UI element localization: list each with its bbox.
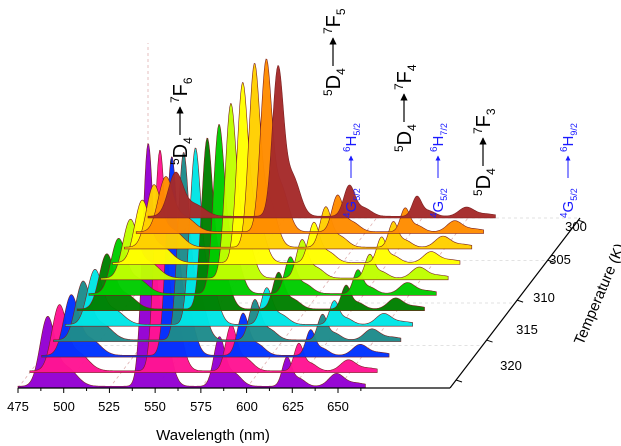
svg-text:7F5: 7F5 — [321, 8, 348, 34]
temperature-tick — [486, 339, 493, 343]
temperature-axis-title: Temperature (K) — [571, 241, 621, 347]
temperature-tick — [578, 219, 585, 223]
temperature-tick-label: 305 — [549, 252, 571, 267]
svg-text:6H5/2: 6H5/2 — [342, 123, 362, 152]
x-tick-labels: 475 500 525 550 575 600 625 650 — [7, 399, 349, 414]
spectrum-series-320 — [147, 65, 496, 219]
transition-label-f6: 5D4 7F6 — [168, 77, 195, 165]
transition-label-h72: 4G5/2 6H7/2 — [429, 123, 449, 218]
svg-text:7F6: 7F6 — [168, 77, 195, 103]
svg-text:6H9/2: 6H9/2 — [559, 123, 579, 152]
svg-text:4G5/2: 4G5/2 — [559, 188, 579, 218]
temperature-tick — [455, 379, 463, 383]
temperature-tick-label: 310 — [533, 290, 555, 305]
transition-label-h52: 4G5/2 6H5/2 — [342, 123, 362, 218]
x-tick-label: 550 — [144, 399, 166, 414]
transition-label-h92: 4G5/2 6H9/2 — [559, 123, 579, 218]
spectra-series — [17, 58, 496, 389]
svg-text:5D4: 5D4 — [471, 168, 498, 196]
svg-text:5D4: 5D4 — [168, 137, 195, 165]
temperature-tick-label: 320 — [500, 358, 522, 373]
transition-label-f4: 5D4 7F4 — [392, 64, 419, 152]
x-tick-label: 625 — [282, 399, 304, 414]
transition-label-f5: 5D4 7F5 — [321, 8, 348, 96]
x-tick-label: 600 — [236, 399, 258, 414]
svg-text:4G5/2: 4G5/2 — [429, 188, 449, 218]
x-axis-title: Wavelength (nm) — [156, 427, 270, 444]
svg-text:6H7/2: 6H7/2 — [429, 123, 449, 152]
svg-text:4G5/2: 4G5/2 — [342, 188, 362, 218]
x-tick-label: 500 — [53, 399, 75, 414]
x-tick-label: 475 — [7, 399, 29, 414]
x-tick-label: 650 — [327, 399, 349, 414]
axes — [17, 217, 585, 393]
x-tick-label: 575 — [190, 399, 212, 414]
temperature-tick-labels: 300 305 310 315 320 — [500, 219, 587, 373]
temperature-tick — [547, 259, 554, 263]
temperature-tick-label: 300 — [565, 219, 587, 234]
x-tick-label: 525 — [98, 399, 120, 414]
temperature-tick — [516, 299, 524, 303]
temperature-axis-line — [449, 217, 581, 389]
svg-text:7F3: 7F3 — [471, 108, 498, 134]
svg-text:7F4: 7F4 — [392, 64, 419, 90]
svg-text:5D4: 5D4 — [321, 68, 348, 96]
temperature-tick-label: 315 — [516, 322, 538, 337]
svg-text:5D4: 5D4 — [392, 124, 419, 152]
transition-label-f3: 5D4 7F3 — [471, 108, 498, 196]
